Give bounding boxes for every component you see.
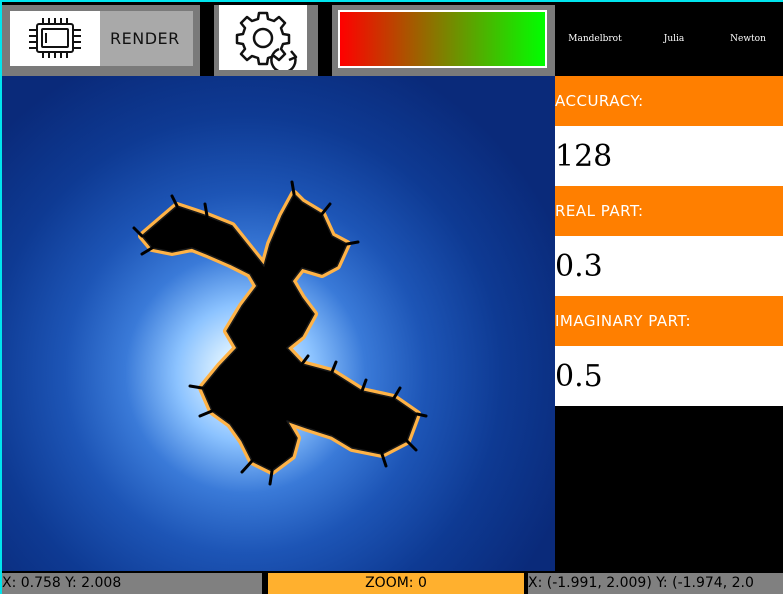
fractal-type-tabs: Mandelbrot Julia Newton xyxy=(555,2,783,76)
status-bar: X: 0.758 Y: 2.008 ZOOM: 0 X: (-1.991, 2.… xyxy=(2,571,783,594)
accuracy-label: ACCURACY: xyxy=(555,76,783,126)
view-range: X: (-1.991, 2.009) Y: (-1.974, 2.0 xyxy=(528,573,783,594)
gear-refresh-icon xyxy=(219,11,307,74)
parameter-panel: ACCURACY: REAL PART: IMAGINARY PART: xyxy=(555,76,783,571)
cursor-coordinates: X: 0.758 Y: 2.008 xyxy=(2,573,262,594)
tab-newton[interactable]: Newton xyxy=(730,34,766,44)
fractal-canvas[interactable] xyxy=(2,76,555,571)
imaginary-part-label: IMAGINARY PART: xyxy=(555,296,783,346)
settings-panel xyxy=(214,5,318,76)
accuracy-input[interactable] xyxy=(555,126,783,186)
julia-set-render xyxy=(132,180,428,486)
settings-button[interactable] xyxy=(219,5,307,74)
render-label: RENDER xyxy=(110,29,180,48)
color-gradient-button[interactable] xyxy=(338,10,547,68)
toolbar: RENDER xyxy=(2,5,555,76)
render-panel: RENDER xyxy=(2,5,200,76)
real-part-label: REAL PART: xyxy=(555,186,783,236)
tab-julia[interactable]: Julia xyxy=(663,34,685,44)
imaginary-part-input[interactable] xyxy=(555,346,783,406)
color-gradient-preview xyxy=(340,12,545,66)
render-button[interactable]: RENDER xyxy=(10,11,193,66)
real-part-input[interactable] xyxy=(555,236,783,296)
zoom-level: ZOOM: 0 xyxy=(268,573,524,594)
gradient-panel xyxy=(332,5,555,76)
tab-mandelbrot[interactable]: Mandelbrot xyxy=(568,34,622,44)
processor-chip-icon xyxy=(10,11,100,66)
